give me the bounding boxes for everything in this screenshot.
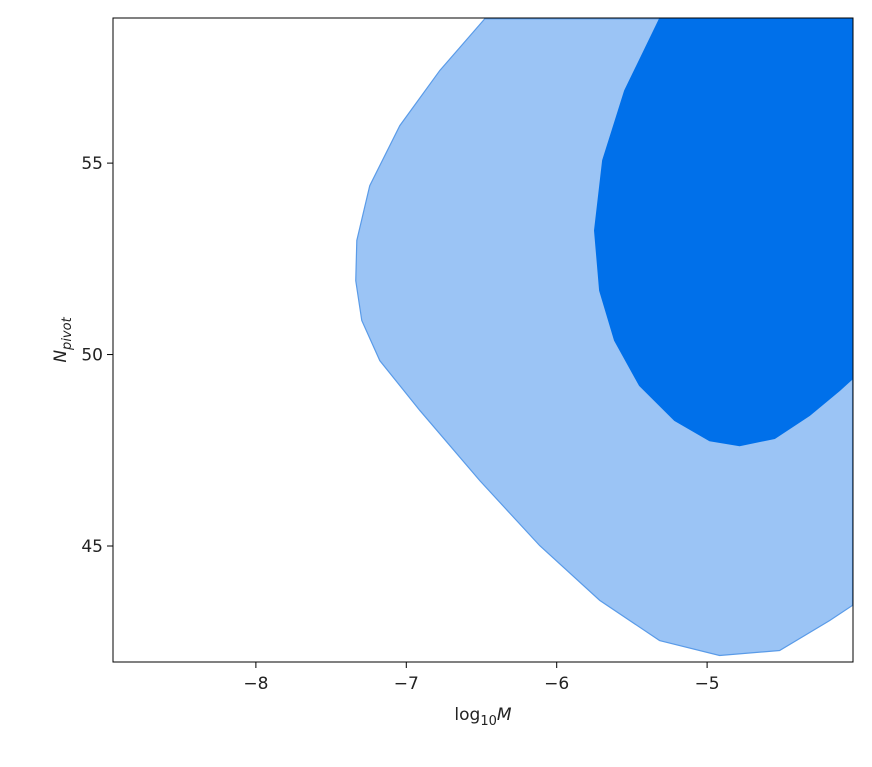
x-tick-label: −8 (243, 674, 268, 694)
plot-area (355, 18, 853, 657)
y-tick-label: 55 (81, 154, 103, 174)
y-tick-label: 50 (81, 346, 103, 366)
x-label-text: log (454, 705, 480, 725)
y-axis-label: Npivot (51, 316, 75, 362)
axes-frame (112, 17, 854, 663)
contour-region (593, 18, 853, 447)
y-label-var: N (51, 350, 71, 363)
x-tick-label: −7 (394, 674, 419, 694)
x-axis-label: log10M (454, 705, 511, 729)
x-label-var: M (497, 705, 512, 725)
x-tick-label: −6 (544, 674, 569, 694)
x-label-sub: 10 (480, 714, 497, 729)
y-label-sub: pivot (60, 316, 75, 351)
x-tick-label: −5 (695, 674, 720, 694)
y-tick-label: 45 (81, 537, 103, 557)
